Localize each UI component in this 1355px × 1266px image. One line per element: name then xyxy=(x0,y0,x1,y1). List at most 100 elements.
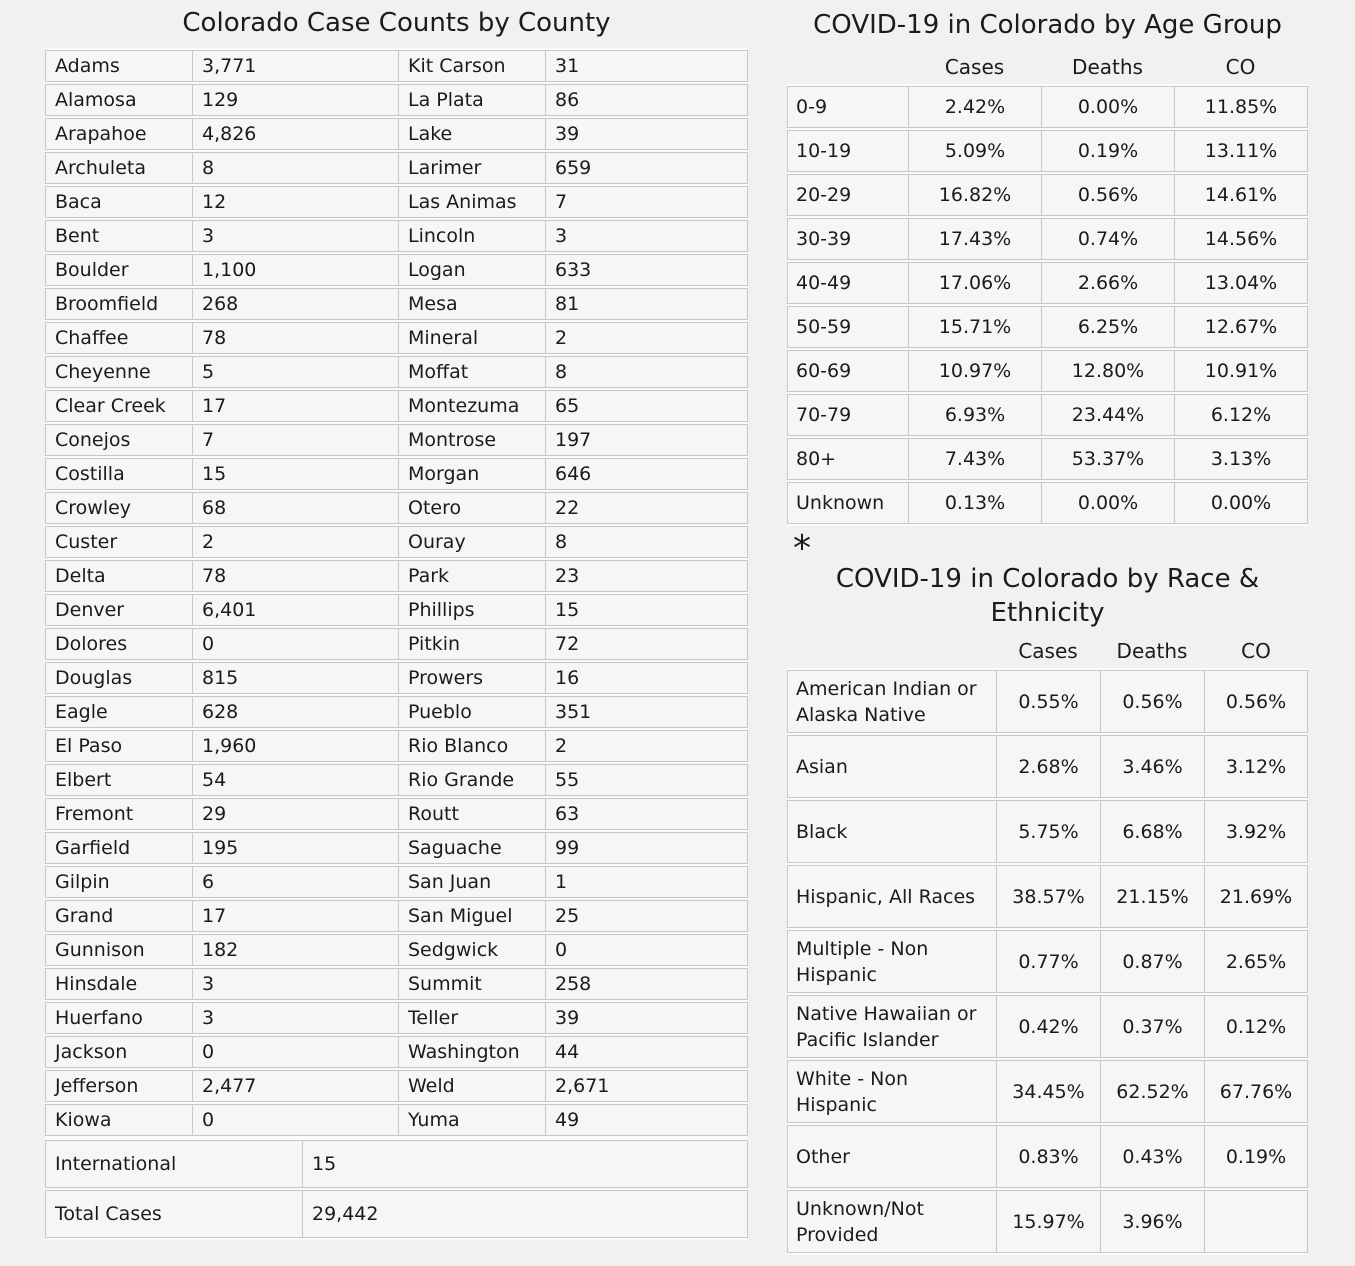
case-count-cell: 0 xyxy=(545,934,748,966)
case-count-cell: 78 xyxy=(192,560,398,592)
case-count-cell: 633 xyxy=(545,254,748,286)
age-group-cell: 40-49 xyxy=(787,262,908,304)
deaths-pct-cell: 0.56% xyxy=(1041,174,1174,216)
race-ethnicity-table: American Indian or Alaska Native 0.55% 0.5… xyxy=(787,668,1308,1255)
age-group-cell: 20-29 xyxy=(787,174,908,216)
case-count-cell: 3 xyxy=(192,1002,398,1034)
table-row: Eagle 628 Pueblo 351 xyxy=(45,696,748,728)
case-count-cell: 39 xyxy=(545,118,748,150)
age-group-cell: 80+ xyxy=(787,438,908,480)
table-row: Huerfano 3 Teller 39 xyxy=(45,1002,748,1034)
county-name-cell: Hinsdale xyxy=(45,968,192,1000)
deaths-pct-cell: 12.80% xyxy=(1041,350,1174,392)
deaths-pct-cell: 0.43% xyxy=(1100,1125,1204,1188)
table-row: Gilpin 6 San Juan 1 xyxy=(45,866,748,898)
case-count-cell: 182 xyxy=(192,934,398,966)
case-count-cell: 15 xyxy=(545,594,748,626)
county-name-cell: Moffat xyxy=(398,356,545,388)
case-count-cell: 646 xyxy=(545,458,748,490)
case-count-cell: 31 xyxy=(545,50,748,82)
case-count-cell: 17 xyxy=(192,390,398,422)
case-count-cell: 0 xyxy=(192,628,398,660)
cases-pct-cell: 5.75% xyxy=(996,800,1100,863)
case-count-cell: 2 xyxy=(192,526,398,558)
table-row: Native Hawaiian or Pacific Islander 0.42%… xyxy=(787,995,1308,1058)
county-name-cell: Adams xyxy=(45,50,192,82)
co-pct-cell: 2.65% xyxy=(1204,930,1308,993)
county-name-cell: La Plata xyxy=(398,84,545,116)
case-count-cell: 17 xyxy=(192,900,398,932)
case-count-cell: 7 xyxy=(192,424,398,456)
cases-pct-cell: 6.93% xyxy=(908,394,1041,436)
age-group-cell: 30-39 xyxy=(787,218,908,260)
deaths-pct-cell: 21.15% xyxy=(1100,865,1204,928)
county-name-cell: Prowers xyxy=(398,662,545,694)
case-count-cell: 39 xyxy=(545,1002,748,1034)
county-name-cell: Jefferson xyxy=(45,1070,192,1102)
deaths-pct-cell: 23.44% xyxy=(1041,394,1174,436)
age-group-cell: 0-9 xyxy=(787,86,908,128)
race-label-cell: Hispanic, All Races xyxy=(787,865,996,928)
county-name-cell: Lake xyxy=(398,118,545,150)
deaths-pct-cell: 0.74% xyxy=(1041,218,1174,260)
case-count-cell: 3 xyxy=(192,220,398,252)
county-name-cell: Clear Creek xyxy=(45,390,192,422)
table-row: Delta 78 Park 23 xyxy=(45,560,748,592)
table-row: Alamosa 129 La Plata 86 xyxy=(45,84,748,116)
table-row: Total Cases 29,442 xyxy=(45,1190,748,1238)
co-pct-cell: 21.69% xyxy=(1204,865,1308,928)
cases-pct-cell: 15.71% xyxy=(908,306,1041,348)
county-name-cell: Chaffee xyxy=(45,322,192,354)
county-name-cell: Logan xyxy=(398,254,545,286)
case-count-cell: 65 xyxy=(545,390,748,422)
table-row: Archuleta 8 Larimer 659 xyxy=(45,152,748,184)
cases-pct-cell: 2.42% xyxy=(908,86,1041,128)
county-name-cell: Boulder xyxy=(45,254,192,286)
table-row: Douglas 815 Prowers 16 xyxy=(45,662,748,694)
co-pct-cell: 0.19% xyxy=(1204,1125,1308,1188)
column-header-deaths: Deaths xyxy=(1116,639,1188,663)
case-count-cell: 659 xyxy=(545,152,748,184)
case-count-cell: 29 xyxy=(192,798,398,830)
county-name-cell: Delta xyxy=(45,560,192,592)
county-name-cell: Rio Blanco xyxy=(398,730,545,762)
county-name-cell: Pueblo xyxy=(398,696,545,728)
county-name-cell: Bent xyxy=(45,220,192,252)
deaths-pct-cell: 0.56% xyxy=(1100,670,1204,733)
age-group-table: 0-9 2.42% 0.00% 11.85% 10-19 5.09% 0.19% 13.11%… xyxy=(787,84,1308,526)
table-row: 50-59 15.71% 6.25% 12.67% xyxy=(787,306,1308,348)
county-name-cell: Sedgwick xyxy=(398,934,545,966)
cases-pct-cell: 15.97% xyxy=(996,1190,1100,1253)
table-row: 40-49 17.06% 2.66% 13.04% xyxy=(787,262,1308,304)
table-row: Hispanic, All Races 38.57% 21.15% 21.69% xyxy=(787,865,1308,928)
county-name-cell: Archuleta xyxy=(45,152,192,184)
case-count-cell: 99 xyxy=(545,832,748,864)
case-count-cell: 25 xyxy=(545,900,748,932)
cases-pct-cell: 5.09% xyxy=(908,130,1041,172)
case-count-cell: 81 xyxy=(545,288,748,320)
co-pct-cell: 13.04% xyxy=(1174,262,1308,304)
table-row: International 15 xyxy=(45,1140,748,1188)
case-count-cell: 1,100 xyxy=(192,254,398,286)
column-header-co: CO xyxy=(1241,639,1271,663)
case-count-cell: 2,477 xyxy=(192,1070,398,1102)
age-group-cell: 50-59 xyxy=(787,306,908,348)
county-name-cell: Dolores xyxy=(45,628,192,660)
table-row: Arapahoe 4,826 Lake 39 xyxy=(45,118,748,150)
table-row: Broomfield 268 Mesa 81 xyxy=(45,288,748,320)
case-count-cell: 5 xyxy=(192,356,398,388)
county-name-cell: Jackson xyxy=(45,1036,192,1068)
county-name-cell: Conejos xyxy=(45,424,192,456)
county-name-cell: Douglas xyxy=(45,662,192,694)
co-pct-cell: 3.92% xyxy=(1204,800,1308,863)
header-spacer xyxy=(787,52,908,84)
county-name-cell: Alamosa xyxy=(45,84,192,116)
race-label-cell: Unknown/Not Provided xyxy=(787,1190,996,1253)
county-name-cell: Yuma xyxy=(398,1104,545,1136)
race-label-cell: Asian xyxy=(787,735,996,798)
table-row: 20-29 16.82% 0.56% 14.61% xyxy=(787,174,1308,216)
county-name-cell: Las Animas xyxy=(398,186,545,218)
age-group-panel: COVID-19 in Colorado by Age Group Cases … xyxy=(787,8,1308,567)
county-table-body: Adams 3,771 Kit Carson 31 Alamosa 129 La Plata… xyxy=(45,50,748,1136)
table-row: Clear Creek 17 Montezuma 65 xyxy=(45,390,748,422)
